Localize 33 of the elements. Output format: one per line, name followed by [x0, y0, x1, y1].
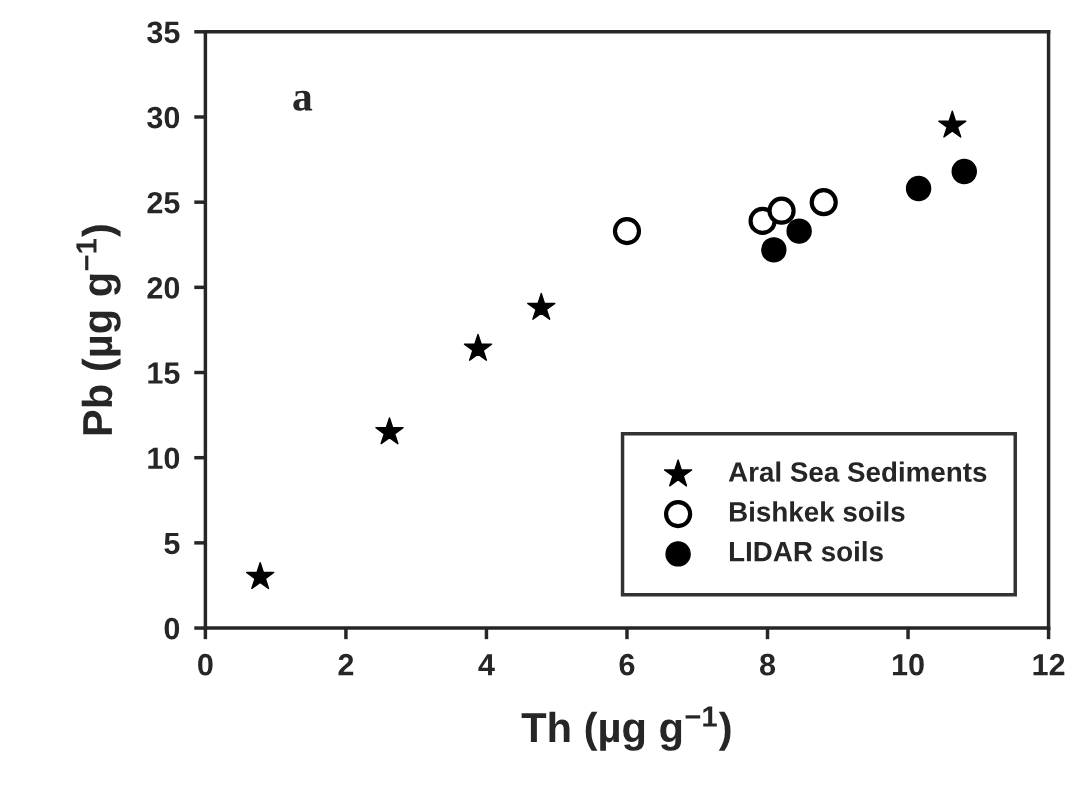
- y-tick-label: 5: [164, 532, 180, 555]
- legend-label: LIDAR soils: [729, 541, 883, 562]
- point: [527, 292, 556, 320]
- y-tick-label: 20: [147, 277, 180, 299]
- point: [809, 188, 838, 217]
- point: [767, 196, 796, 225]
- x-axis-title: Th (µg g$^{−1}$): [521, 706, 731, 751]
- legend-label: Aral Sea Sediments: [728, 461, 987, 482]
- y-tick-label: 15: [148, 362, 180, 384]
- y-axis-title: Pb (µg g$^{−1}$): [76, 225, 121, 435]
- point: [951, 158, 977, 185]
- point: [905, 175, 932, 202]
- x-tick-label: 0: [198, 653, 213, 676]
- point: [612, 217, 642, 246]
- point: [245, 562, 275, 590]
- y-tick-label: 0: [164, 617, 180, 640]
- y-tick-label: 30: [147, 106, 180, 129]
- point: [786, 218, 812, 244]
- x-tick-label: 10: [892, 653, 924, 676]
- x-tick-label: 8: [759, 653, 776, 676]
- point: [375, 417, 404, 445]
- x-tick-label: 2: [338, 653, 354, 676]
- x-tick-label: 12: [1033, 653, 1065, 676]
- point: [463, 333, 493, 361]
- legend-label: Bishkek soils: [729, 501, 905, 522]
- y-tick-label: 10: [148, 447, 180, 470]
- x-tick-label: 6: [619, 653, 635, 676]
- annotation: a: [293, 90, 313, 111]
- point: [938, 110, 967, 138]
- y-tick-label: 25: [147, 191, 180, 214]
- y-tick-label: 35: [147, 21, 180, 44]
- x-tick-label: 4: [478, 654, 495, 676]
- point: [761, 237, 787, 263]
